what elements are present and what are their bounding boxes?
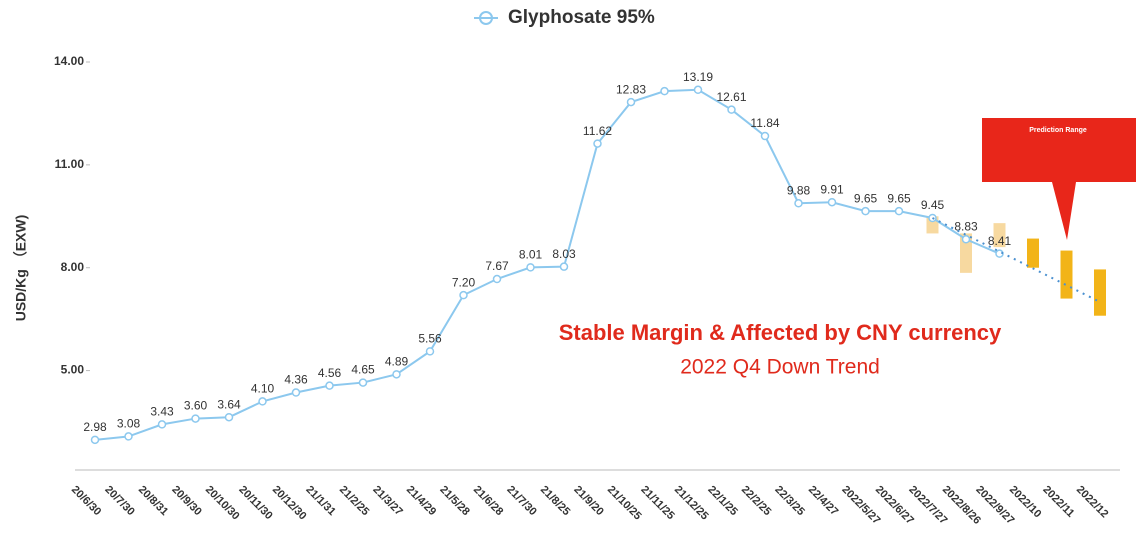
point	[258, 397, 267, 406]
point	[526, 263, 535, 272]
data-label: 3.60	[184, 399, 208, 413]
data-label: 8.83	[954, 219, 978, 233]
x-tick-label: 20/12/30	[270, 484, 309, 523]
data-label: 13.19	[683, 70, 713, 84]
x-tick-label: 2022/11	[1040, 484, 1076, 520]
y-tick-label: 5.00	[61, 363, 85, 377]
y-tick-label: 11.00	[55, 157, 85, 171]
data-label: 8.03	[552, 247, 576, 261]
y-axis-label: USD/Kg （EXW)	[13, 215, 29, 322]
point	[559, 262, 569, 271]
data-label: 7.20	[452, 275, 476, 289]
data-label: 4.56	[318, 366, 342, 380]
data-label: 7.67	[485, 259, 509, 273]
x-tick-label: 21/10/25	[605, 484, 644, 523]
x-tick-label: 21/3/27	[370, 484, 404, 518]
data-label: 2.98	[83, 420, 107, 434]
x-tick-label: 21/8/25	[538, 484, 572, 518]
range-bar	[1094, 269, 1106, 316]
x-tick-label: 22/2/25	[739, 484, 773, 518]
point	[124, 432, 133, 441]
callout	[982, 118, 1136, 240]
x-tick-label: 21/5/28	[437, 484, 471, 518]
data-label: 9.65	[887, 191, 911, 205]
x-tick-label: 21/2/25	[337, 484, 371, 518]
annotation: 2022 Q4 Down Trend	[680, 356, 880, 379]
data-label: 11.62	[583, 124, 612, 138]
point	[961, 235, 971, 244]
data-label: 3.08	[117, 417, 141, 431]
data-label: 12.61	[716, 90, 746, 104]
data-label: 4.10	[251, 382, 275, 396]
data-label: 12.83	[616, 82, 646, 96]
point	[358, 378, 368, 387]
x-tick-label: 20/7/30	[102, 484, 136, 518]
data-label: 4.65	[351, 363, 375, 377]
x-tick-label: 22/3/25	[772, 484, 806, 518]
point	[760, 131, 770, 141]
data-label: 3.64	[217, 397, 241, 411]
annotation: Stable Margin & Affected by CNY currency	[559, 320, 1002, 345]
point	[157, 420, 167, 429]
point	[995, 249, 1004, 258]
x-tick-label: 20/8/31	[136, 484, 170, 518]
trend-line	[932, 217, 1101, 303]
point	[794, 199, 803, 208]
data-label: 9.65	[854, 191, 878, 205]
point	[325, 381, 334, 390]
data-label: 8.41	[988, 234, 1012, 248]
x-tick-label: 21/7/30	[504, 484, 538, 518]
point	[894, 206, 904, 216]
data-label: 4.89	[385, 355, 409, 369]
y-tick-label: 8.00	[61, 260, 85, 274]
point	[291, 388, 301, 397]
point	[626, 97, 636, 107]
range-bar	[993, 223, 1006, 248]
range-bar	[1027, 238, 1039, 268]
x-tick-label: 20/6/30	[69, 484, 103, 518]
x-tick-label: 20/9/30	[169, 484, 203, 518]
point	[425, 347, 435, 356]
x-tick-label: 2022/12	[1074, 484, 1111, 521]
data-label: 11.84	[750, 116, 779, 130]
point	[492, 274, 502, 284]
x-tick-label: 21/12/25	[672, 484, 711, 523]
point	[191, 414, 200, 423]
point	[660, 86, 669, 96]
data-label: 3.43	[150, 405, 174, 419]
x-tick-label: 21/9/20	[571, 484, 605, 518]
data-label: 9.45	[921, 198, 945, 212]
x-tick-label: 21/11/25	[638, 484, 676, 522]
point	[593, 139, 602, 148]
line	[94, 88, 1000, 441]
data-label: 9.88	[787, 183, 811, 197]
callout-label: Prediction Range	[1029, 127, 1087, 134]
point	[459, 290, 468, 300]
x-tick-label: 20/11/30	[236, 484, 274, 522]
point	[392, 370, 401, 379]
data-label: 5.56	[418, 332, 442, 346]
x-tick-label: 21/6/28	[471, 484, 505, 518]
range-bar	[960, 233, 972, 273]
point	[693, 85, 703, 95]
range-bar	[1060, 250, 1073, 299]
data-label: 9.91	[820, 182, 844, 196]
point	[727, 105, 736, 114]
point	[861, 206, 870, 216]
y-tick-label: 14.00	[54, 54, 84, 68]
data-label: 4.36	[284, 373, 308, 387]
x-tick-label: 22/4/27	[806, 484, 840, 518]
x-tick-label: 20/10/30	[203, 484, 242, 523]
point	[827, 197, 837, 207]
legend-label: Glyphosate 95%	[508, 7, 655, 28]
point	[90, 435, 100, 445]
point	[224, 412, 234, 422]
x-tick-label: 21/4/29	[404, 484, 438, 518]
data-label: 8.01	[519, 248, 543, 262]
